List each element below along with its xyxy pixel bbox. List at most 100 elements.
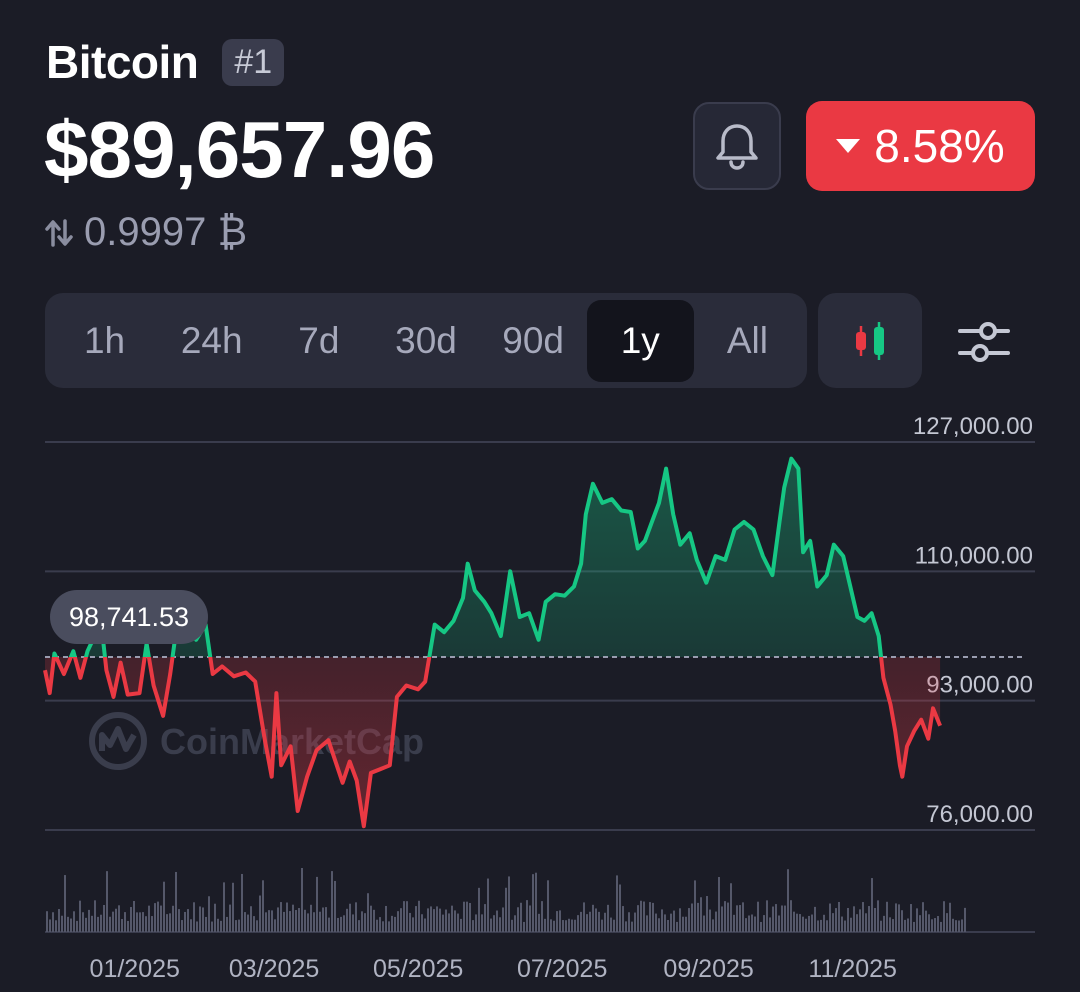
volume-bar: [190, 919, 192, 932]
volume-bar: [760, 921, 762, 932]
volume-bar: [463, 901, 465, 932]
volume-bar: [457, 913, 459, 932]
volume-bar: [706, 896, 708, 932]
volume-bar: [160, 905, 162, 932]
volume-bar: [709, 909, 711, 932]
volume-bar: [580, 911, 582, 932]
range-tab-all[interactable]: All: [726, 319, 768, 361]
range-tab-7d[interactable]: 7d: [298, 319, 340, 361]
volume-bar: [613, 919, 615, 932]
coin-header: Bitcoin #1: [46, 34, 285, 90]
volume-bar: [676, 921, 678, 932]
btc-conversion[interactable]: 0.9997 ₿: [44, 210, 247, 255]
volume-bar: [940, 921, 942, 932]
price-change-value: 8.58%: [874, 120, 1005, 172]
volume-bar: [223, 882, 225, 932]
volume-bar: [625, 921, 627, 932]
volume-bar: [88, 909, 90, 932]
volume-bar: [565, 920, 567, 932]
price-alert-button[interactable]: [693, 102, 781, 190]
range-tab-90d[interactable]: 90d: [502, 319, 564, 361]
volume-bar: [943, 901, 945, 932]
volume-bar: [301, 867, 303, 932]
volume-bar: [373, 909, 375, 932]
volume-bar: [151, 916, 153, 932]
volume-bar: [322, 907, 324, 932]
volume-bar: [694, 880, 696, 932]
sliders-icon: [958, 322, 1010, 362]
volume-bar: [220, 920, 222, 932]
volume-bar: [295, 910, 297, 932]
volume-bar: [835, 908, 837, 932]
volume-bar: [775, 904, 777, 932]
volume-bar: [394, 916, 396, 932]
volume-bar: [202, 907, 204, 932]
volume-bar: [781, 905, 783, 932]
range-tab-30d[interactable]: 30d: [395, 319, 457, 361]
down-area-fill: [45, 656, 941, 827]
volume-bar: [451, 905, 453, 932]
volume-bar: [58, 909, 60, 932]
volume-bar: [319, 911, 321, 932]
volume-bar: [868, 906, 870, 932]
volume-bar: [841, 916, 843, 932]
volume-bar: [460, 918, 462, 932]
volume-bar: [238, 919, 240, 932]
volume-bar: [952, 918, 954, 932]
range-tab-24h[interactable]: 24h: [180, 319, 243, 361]
volume-bar: [334, 880, 336, 932]
range-tab-1y[interactable]: 1y: [586, 299, 694, 382]
volume-bar: [544, 918, 546, 932]
volume-bar: [604, 912, 606, 932]
volume-bar: [601, 919, 603, 932]
volume-bar: [736, 905, 738, 932]
volume-bar: [733, 914, 735, 932]
volume-bar: [958, 920, 960, 932]
volume-bar: [547, 880, 549, 932]
volume-bar: [856, 914, 858, 932]
candlestick-toggle-button[interactable]: [818, 293, 922, 388]
volume-bar: [679, 908, 681, 932]
volume-bar: [865, 913, 867, 932]
volume-bar: [307, 913, 309, 932]
chart-settings-button[interactable]: [952, 310, 1016, 374]
volume-bar: [703, 915, 705, 932]
volume-bar: [820, 919, 822, 932]
volume-bar: [355, 902, 357, 932]
volume-bar: [178, 909, 180, 932]
volume-bar: [343, 915, 345, 932]
volume-bar: [895, 903, 897, 932]
volume-bar: [946, 913, 948, 932]
volume-bar: [802, 916, 804, 932]
volume-bar: [166, 914, 168, 932]
volume-bar: [484, 904, 486, 932]
coin-name: Bitcoin: [46, 36, 199, 88]
y-tick-label: 93,000.00: [926, 672, 1033, 699]
volume-bar: [337, 917, 339, 932]
volume-bar: [592, 904, 594, 932]
volume-bar: [520, 902, 522, 932]
range-tab-1h[interactable]: 1h: [83, 319, 126, 361]
volume-bar: [514, 915, 516, 932]
volume-bar: [631, 921, 633, 932]
volume-bar: [388, 921, 390, 932]
volume-bar: [886, 901, 888, 932]
volume-bar: [106, 871, 108, 932]
volume-bar: [124, 912, 126, 932]
volume-bar: [208, 896, 210, 932]
volume-bar: [919, 915, 921, 932]
volume-bar: [475, 914, 477, 932]
volume-bar: [670, 913, 672, 932]
volume-bar: [571, 919, 573, 932]
x-axis: 01/2025 03/2025 05/2025 07/2025 09/2025 11/20…: [90, 955, 897, 983]
volume-bar: [640, 900, 642, 932]
volume-bar: [472, 920, 474, 932]
volume-bar: [559, 910, 561, 932]
volume-bar: [448, 913, 450, 932]
volume-bar: [493, 915, 495, 932]
volume-bar: [214, 903, 216, 932]
volume-bar: [634, 912, 636, 932]
volume-bar: [157, 901, 159, 932]
volume-bar: [712, 919, 714, 932]
